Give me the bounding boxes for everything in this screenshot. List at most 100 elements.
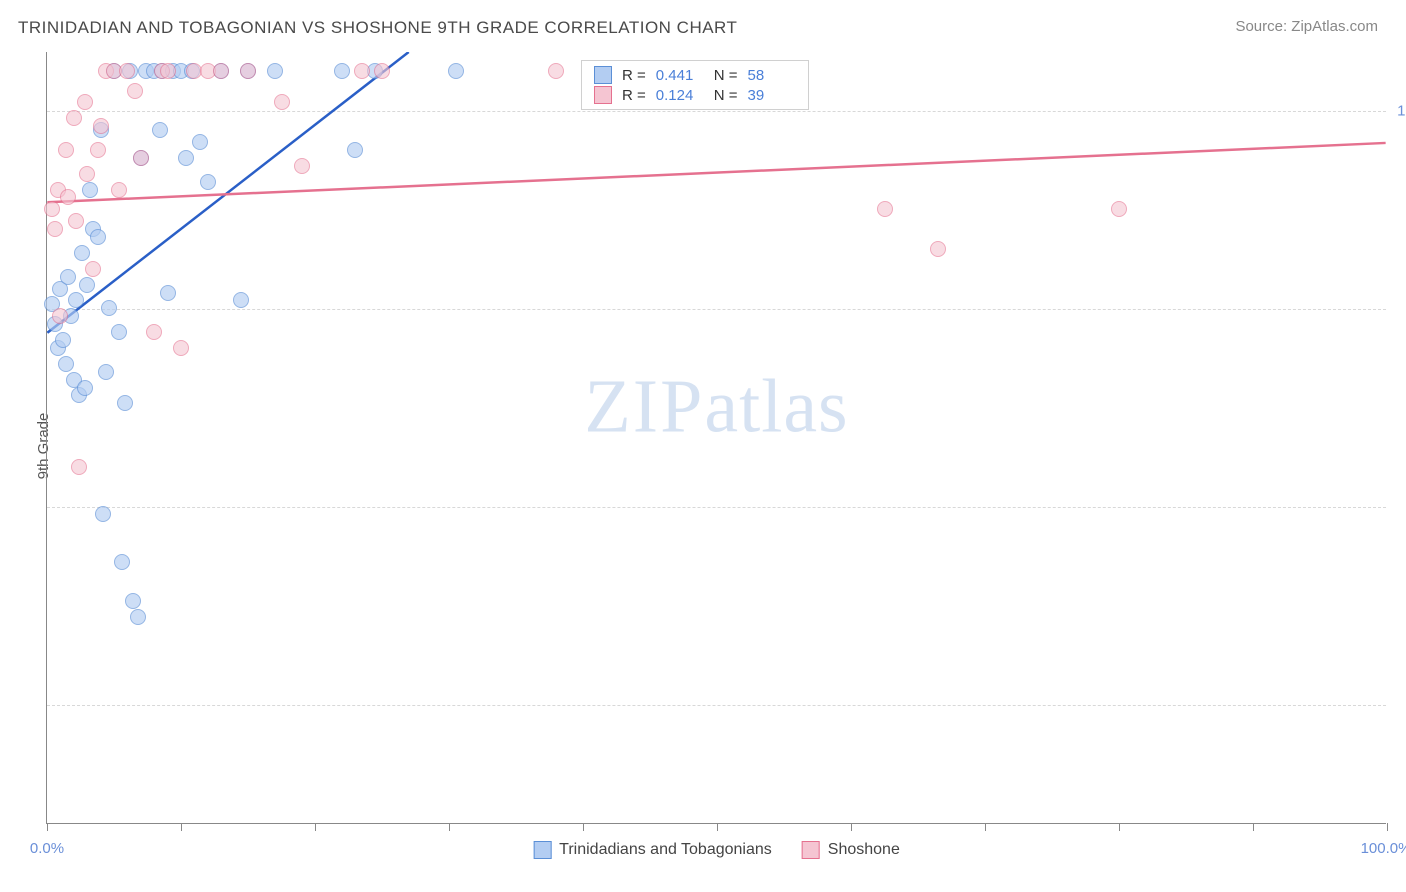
chart-plot-area: 85.0%90.0%95.0%100.0% ZIPatlas R = 0.441… (46, 52, 1386, 824)
data-point (95, 506, 111, 522)
data-point (354, 63, 370, 79)
data-point (58, 356, 74, 372)
data-point (111, 324, 127, 340)
data-point (274, 94, 290, 110)
swatch-series1 (594, 66, 612, 84)
data-point (58, 142, 74, 158)
data-point (101, 300, 117, 316)
chart-title: TRINIDADIAN AND TOBAGONIAN VS SHOSHONE 9… (18, 18, 737, 38)
data-point (47, 221, 63, 237)
r-value-1: 0.441 (656, 67, 704, 84)
x-tick (1387, 823, 1388, 831)
r-label: R = (622, 67, 646, 84)
data-point (44, 201, 60, 217)
data-point (448, 63, 464, 79)
x-tick (315, 823, 316, 831)
data-point (133, 150, 149, 166)
x-tick (47, 823, 48, 831)
data-point (119, 63, 135, 79)
data-point (60, 189, 76, 205)
data-point (267, 63, 283, 79)
n-value-2: 39 (748, 87, 796, 104)
data-point (77, 94, 93, 110)
data-point (93, 118, 109, 134)
gridline (47, 309, 1386, 310)
data-point (79, 166, 95, 182)
stats-row-2: R = 0.124 N = 39 (594, 85, 796, 105)
gridline (47, 111, 1386, 112)
stats-row-1: R = 0.441 N = 58 (594, 65, 796, 85)
series1-label: Trinidadians and Tobagonians (559, 841, 772, 859)
x-tick (717, 823, 718, 831)
x-tick (851, 823, 852, 831)
data-point (192, 134, 208, 150)
gridline (47, 705, 1386, 706)
source-label: Source: ZipAtlas.com (1235, 18, 1378, 38)
data-point (52, 308, 68, 324)
data-point (55, 332, 71, 348)
data-point (374, 63, 390, 79)
swatch-series1-bottom (533, 841, 551, 859)
data-point (79, 277, 95, 293)
data-point (127, 83, 143, 99)
data-point (114, 554, 130, 570)
data-point (71, 459, 87, 475)
data-point (98, 364, 114, 380)
gridline (47, 507, 1386, 508)
data-point (90, 142, 106, 158)
x-tick (449, 823, 450, 831)
x-tick (1253, 823, 1254, 831)
legend-item-1: Trinidadians and Tobagonians (533, 841, 772, 859)
r-label-2: R = (622, 87, 646, 104)
swatch-series2-bottom (802, 841, 820, 859)
data-point (85, 261, 101, 277)
x-tick (181, 823, 182, 831)
series2-label: Shoshone (828, 841, 900, 859)
data-point (213, 63, 229, 79)
n-label: N = (714, 67, 738, 84)
data-point (233, 292, 249, 308)
stats-legend: R = 0.441 N = 58 R = 0.124 N = 39 (581, 60, 809, 110)
data-point (178, 150, 194, 166)
data-point (930, 241, 946, 257)
x-label-left: 0.0% (30, 840, 64, 857)
data-point (125, 593, 141, 609)
trend-line (47, 52, 408, 333)
watermark-zip: ZIP (584, 364, 704, 448)
data-point (117, 395, 133, 411)
bottom-legend: Trinidadians and Tobagonians Shoshone (533, 841, 900, 859)
r-value-2: 0.124 (656, 87, 704, 104)
data-point (82, 182, 98, 198)
data-point (66, 110, 82, 126)
data-point (1111, 201, 1127, 217)
data-point (90, 229, 106, 245)
data-point (152, 122, 168, 138)
x-tick (1119, 823, 1120, 831)
data-point (548, 63, 564, 79)
data-point (146, 324, 162, 340)
x-tick (583, 823, 584, 831)
data-point (200, 174, 216, 190)
watermark-atlas: atlas (704, 364, 848, 448)
trend-lines (47, 52, 1386, 823)
data-point (294, 158, 310, 174)
data-point (77, 380, 93, 396)
data-point (160, 285, 176, 301)
data-point (74, 245, 90, 261)
legend-item-2: Shoshone (802, 841, 900, 859)
x-label-right: 100.0% (1361, 840, 1406, 857)
y-tick-label: 100.0% (1397, 103, 1406, 120)
data-point (173, 340, 189, 356)
data-point (334, 63, 350, 79)
n-value-1: 58 (748, 67, 796, 84)
x-tick (985, 823, 986, 831)
data-point (60, 269, 76, 285)
data-point (68, 213, 84, 229)
data-point (160, 63, 176, 79)
data-point (130, 609, 146, 625)
watermark: ZIPatlas (584, 363, 848, 450)
data-point (347, 142, 363, 158)
n-label-2: N = (714, 87, 738, 104)
swatch-series2 (594, 86, 612, 104)
trend-line (47, 143, 1385, 202)
